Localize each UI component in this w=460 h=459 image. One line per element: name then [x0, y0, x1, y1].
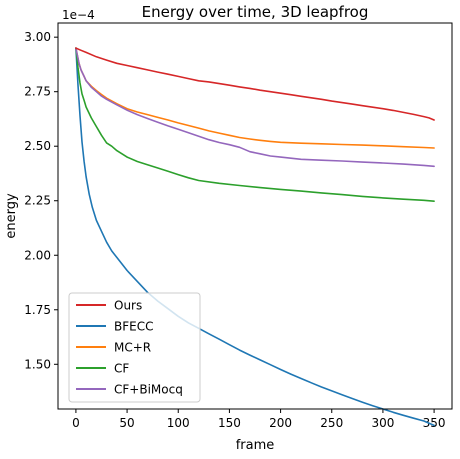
y-tick-label: 2.00	[24, 248, 51, 262]
chart-title: Energy over time, 3D leapfrog	[142, 3, 369, 21]
y-tick-label: 2.50	[24, 139, 51, 153]
y-tick-label: 3.00	[24, 30, 51, 44]
plot-frame	[57, 22, 453, 410]
series-lines	[75, 47, 435, 427]
series-line-bfecc	[75, 47, 435, 427]
series-line-mc-r	[75, 47, 435, 149]
legend-label: Ours	[114, 299, 142, 313]
y-tick-label: 2.75	[24, 85, 51, 99]
x-tick-label: 50	[119, 416, 134, 430]
y-axis-label: energy	[4, 193, 19, 239]
y-tick-label: 1.50	[24, 357, 51, 371]
legend-box	[68, 292, 201, 403]
x-tick-label: 300	[371, 416, 394, 430]
series-line-cf-bimocq	[75, 47, 435, 168]
y-offset-label: 1e−4	[62, 8, 95, 22]
x-tick-label: 200	[269, 416, 292, 430]
series-line-ours	[75, 47, 435, 121]
legend-label: BFECC	[114, 320, 153, 334]
x-tick-label: 350	[423, 416, 446, 430]
y-tick-label: 1.75	[24, 303, 51, 317]
x-axis-label: frame	[236, 438, 275, 453]
legend: Ours BFECC MC+R CF CF+BiMocq	[68, 292, 201, 403]
x-axis-ticks: 0 50 100 150 200 250 300 350	[72, 409, 446, 430]
x-tick-label: 250	[320, 416, 343, 430]
x-tick-label: 100	[167, 416, 190, 430]
x-tick-label: 0	[72, 416, 80, 430]
legend-label: CF+BiMocq	[114, 383, 183, 397]
y-tick-label: 2.25	[24, 194, 51, 208]
legend-label: CF	[114, 362, 129, 376]
legend-label: MC+R	[114, 341, 151, 355]
x-tick-label: 150	[218, 416, 241, 430]
series-line-cf	[75, 47, 435, 202]
y-axis-ticks: 1.50 1.75 2.00 2.25 2.50 2.75 3.00	[24, 30, 58, 371]
